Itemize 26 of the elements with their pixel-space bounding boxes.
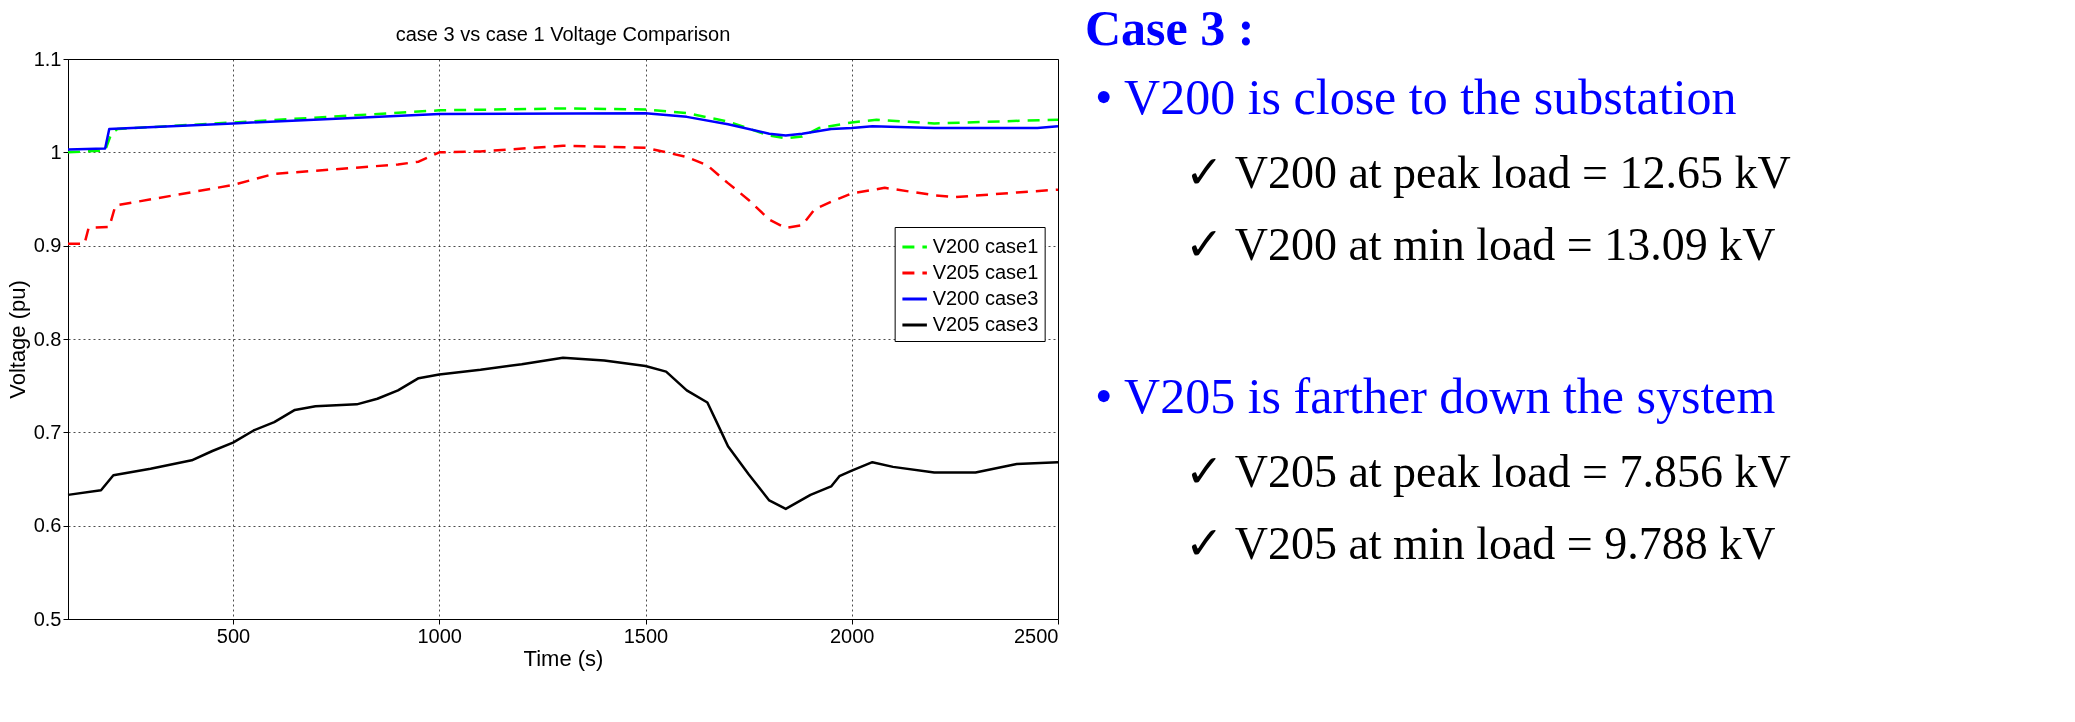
legend-label: V205 case1 bbox=[932, 261, 1039, 283]
legend-label: V200 case1 bbox=[932, 235, 1039, 257]
x-tick-label: 1000 bbox=[417, 624, 462, 647]
y-axis-title: Voltage (pu) bbox=[4, 280, 30, 399]
chart-title: case 3 vs case 1 Voltage Comparison bbox=[395, 23, 731, 45]
x-tick-label: 1500 bbox=[623, 624, 669, 647]
y-tick-label: 1 bbox=[50, 140, 62, 163]
text: ✓ V205 at min load = 9.788 kV bbox=[1185, 518, 1776, 569]
x-tick-label: 500 bbox=[216, 624, 251, 647]
y-tick-label: 1.1 bbox=[33, 47, 62, 70]
legend-label: V205 case3 bbox=[932, 313, 1039, 335]
y-tick-label: 0.7 bbox=[33, 420, 62, 443]
y-tick-label: 0.6 bbox=[33, 514, 62, 537]
text: ✓ V200 at peak load = 12.65 kV bbox=[1185, 147, 1791, 198]
y-tick-label: 0.8 bbox=[33, 327, 62, 350]
y-tick-label: 0.9 bbox=[33, 234, 62, 257]
text: Case 3 : bbox=[1085, 0, 1255, 56]
y-tick-label: 0.5 bbox=[33, 607, 62, 630]
text: • V205 is farther down the system bbox=[1095, 368, 1776, 424]
text: • V200 is close to the substation bbox=[1095, 69, 1737, 125]
x-tick-label: 2000 bbox=[830, 624, 875, 647]
x-axis-title: Time (s) bbox=[523, 645, 604, 671]
text: ✓ V200 at min load = 13.09 kV bbox=[1185, 219, 1776, 270]
legend-label: V200 case3 bbox=[932, 287, 1039, 309]
x-tick-label: 2500 bbox=[1014, 624, 1059, 647]
text: ✓ V205 at peak load = 7.856 kV bbox=[1185, 446, 1791, 497]
